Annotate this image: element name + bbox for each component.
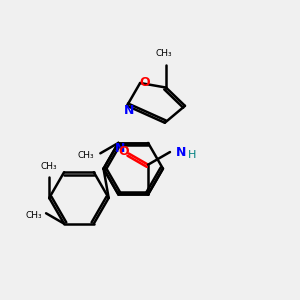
Text: H: H — [188, 150, 196, 161]
Text: N: N — [176, 146, 187, 158]
Text: CH₃: CH₃ — [41, 162, 58, 171]
Text: CH₃: CH₃ — [77, 151, 94, 160]
Text: CH₃: CH₃ — [25, 211, 42, 220]
Text: CH₃: CH₃ — [156, 49, 172, 58]
Text: N: N — [124, 103, 134, 116]
Text: O: O — [139, 76, 150, 89]
Text: N: N — [115, 142, 126, 154]
Text: O: O — [118, 145, 129, 158]
